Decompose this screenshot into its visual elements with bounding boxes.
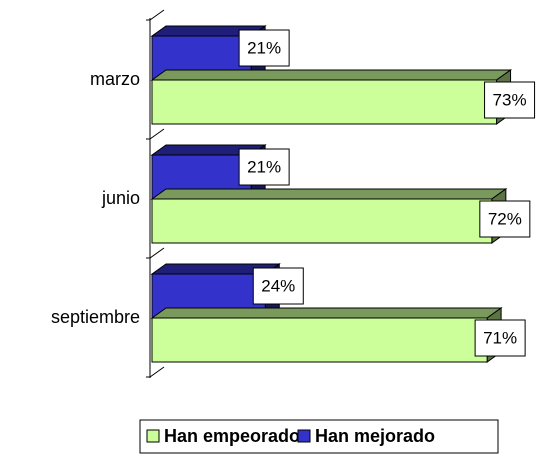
value-label-box xyxy=(474,319,526,357)
value-label-box xyxy=(238,148,290,186)
value-label: 21% xyxy=(247,157,281,176)
value-label-box xyxy=(484,81,536,119)
bar xyxy=(150,69,513,125)
wall-edge xyxy=(149,9,165,21)
bar-top xyxy=(150,307,503,319)
bar-front xyxy=(151,317,488,363)
bar-front xyxy=(151,198,493,244)
value-label-box xyxy=(252,267,304,305)
legend-label: Han mejorado xyxy=(315,426,435,446)
value-label-box xyxy=(479,200,531,238)
legend-swatch xyxy=(297,429,311,443)
bar xyxy=(150,188,508,244)
wall-edge xyxy=(149,366,165,378)
bar xyxy=(150,307,503,363)
value-label: 24% xyxy=(261,276,295,295)
bar-top xyxy=(150,69,513,81)
bar-top xyxy=(150,188,508,200)
value-label-box xyxy=(238,29,290,67)
legend-swatch xyxy=(146,429,160,443)
value-label: 72% xyxy=(488,209,522,228)
legend-label: Han empeorado xyxy=(164,426,300,446)
value-label: 71% xyxy=(483,328,517,347)
category-label: marzo xyxy=(90,69,140,89)
legend-box xyxy=(139,419,499,454)
value-label: 21% xyxy=(247,38,281,57)
wall-edge xyxy=(149,247,165,259)
wall-edge xyxy=(149,128,165,140)
category-label: septiembre xyxy=(51,307,140,327)
value-label: 73% xyxy=(493,90,527,109)
category-label: junio xyxy=(101,188,140,208)
bar-front xyxy=(151,79,498,125)
